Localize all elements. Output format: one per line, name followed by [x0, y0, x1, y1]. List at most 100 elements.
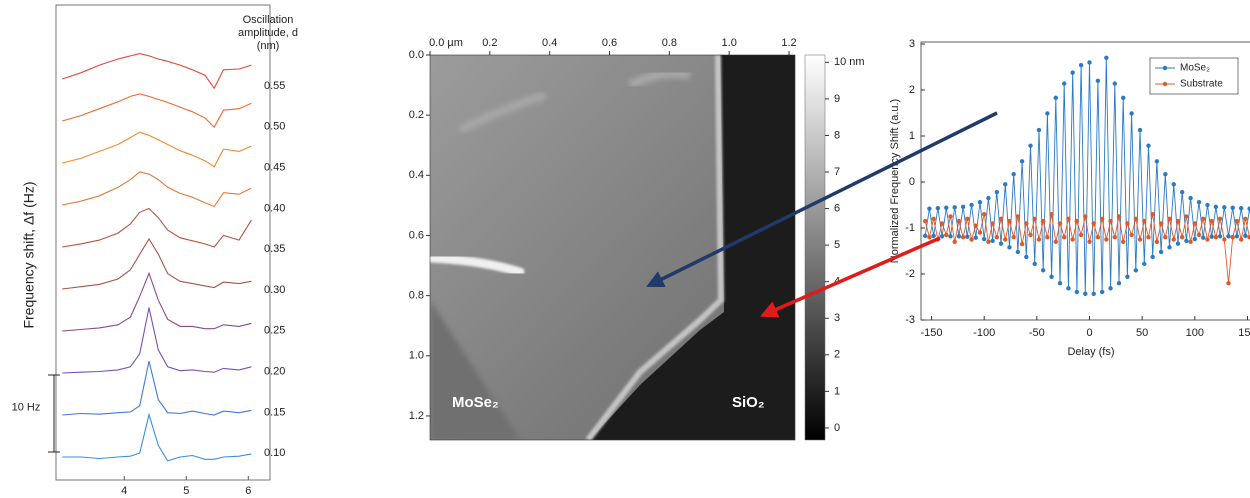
colorbar: [804, 54, 826, 441]
point: [1011, 171, 1016, 177]
y-tick-label: 0.8: [409, 290, 424, 302]
legend-box: [1149, 57, 1239, 95]
point: [1066, 216, 1071, 221]
point: [1217, 234, 1223, 239]
point: [1053, 239, 1059, 244]
point: [1179, 189, 1185, 195]
point: [1062, 81, 1067, 86]
point: [1112, 81, 1117, 86]
point: [1213, 235, 1219, 240]
point: [1028, 232, 1033, 238]
frame: [55, 4, 271, 481]
point: [1192, 221, 1198, 226]
y-axis-label: Normalized Frequency Shift (a.u.): [889, 99, 901, 263]
point: [1129, 111, 1134, 116]
point: [1087, 239, 1092, 244]
point: [1028, 143, 1033, 148]
point: [1108, 218, 1113, 224]
point: [1179, 235, 1185, 240]
legend-label: 0.50: [264, 121, 285, 133]
x-tick-label: 4: [121, 485, 127, 497]
trace: [62, 412, 252, 462]
point: [1222, 205, 1227, 210]
point: [1142, 218, 1147, 224]
x-tick-label: 1.0: [722, 37, 737, 49]
point: [1099, 289, 1105, 295]
point: [1133, 268, 1139, 273]
point: [1083, 214, 1088, 219]
point: [994, 235, 1000, 240]
point: [1003, 237, 1008, 242]
trace: [62, 360, 252, 416]
scale-bar-label: 10 Hz: [12, 401, 41, 413]
point: [1024, 254, 1029, 260]
point: [1184, 214, 1189, 219]
x-tick-label: -100: [973, 327, 995, 339]
plot-area: [923, 55, 1250, 296]
point: [1205, 237, 1210, 242]
x-tick-label: 0.0 µm: [429, 37, 463, 49]
point: [1070, 237, 1075, 242]
point: [939, 234, 945, 239]
legend-label: 0.45: [264, 162, 285, 174]
point: [927, 235, 932, 240]
point: [931, 233, 936, 239]
point: [927, 206, 932, 211]
point: [1066, 286, 1071, 291]
point: [1049, 274, 1054, 279]
point: [1125, 274, 1130, 279]
point: [1087, 60, 1092, 65]
point: [1192, 236, 1198, 242]
point: [1032, 261, 1037, 267]
point: [1062, 235, 1067, 240]
legend-label: 0.40: [264, 202, 285, 214]
point: [931, 216, 936, 221]
point: [1243, 216, 1248, 221]
point: [1238, 206, 1244, 211]
y-tick-label: 0.2: [409, 109, 424, 121]
point: [960, 204, 966, 210]
colorbar-tick-label: 3: [834, 312, 840, 324]
point: [1150, 212, 1155, 217]
legend-label: 0.25: [264, 325, 285, 337]
legend-label: Substrate: [1180, 79, 1223, 90]
point: [1154, 239, 1160, 244]
point: [923, 233, 928, 239]
point: [1188, 195, 1193, 201]
colorbar-tick-label: 10 nm: [834, 56, 865, 68]
legend-label: MoSe₂: [1180, 63, 1210, 74]
x-axis-label: Delay (fs): [1067, 346, 1114, 358]
point: [1015, 249, 1021, 255]
legend-label: 0.10: [264, 447, 285, 459]
point: [939, 221, 945, 226]
point: [1045, 235, 1050, 240]
point: [1137, 127, 1143, 133]
point: [1019, 241, 1025, 247]
point: [965, 234, 970, 239]
point: [1213, 204, 1219, 210]
point: [1091, 221, 1096, 226]
point: [1057, 281, 1063, 286]
legend-title: (nm): [257, 40, 280, 52]
trace: [62, 307, 252, 374]
frame: [920, 41, 1250, 321]
point: [1175, 241, 1181, 246]
point: [1247, 235, 1250, 240]
point: [1217, 216, 1223, 221]
x-tick-label: 0.6: [602, 37, 617, 49]
point: [1230, 205, 1235, 210]
point: [1142, 261, 1147, 267]
point: [1125, 221, 1130, 226]
colorbar-tick-label: 5: [834, 239, 840, 251]
point: [1121, 95, 1126, 101]
point: [1104, 55, 1109, 60]
point: [944, 232, 949, 238]
panel-spectrum: Delay (fs) Normalized Frequency Shift (a…: [889, 38, 1250, 358]
x-tick-label: 150: [1238, 327, 1250, 339]
point: [1234, 218, 1240, 224]
point: [1175, 218, 1181, 224]
x-tick-label: 0.4: [542, 37, 557, 49]
annotation: SiO₂: [732, 394, 765, 411]
point: [1095, 235, 1101, 240]
point: [1078, 232, 1084, 238]
